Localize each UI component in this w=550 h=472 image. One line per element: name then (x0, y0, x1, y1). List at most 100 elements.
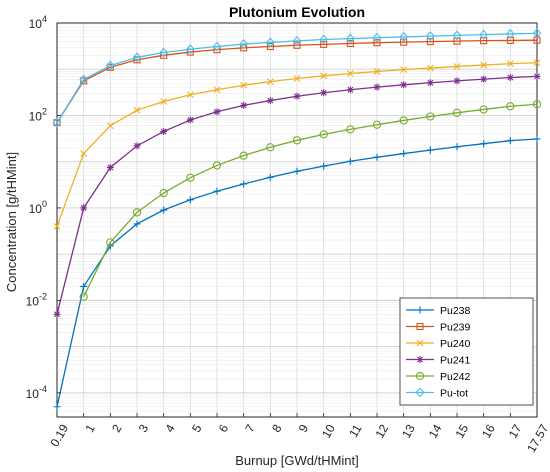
data-point-pu242 (319, 130, 328, 139)
legend-marker-pu-tot (415, 387, 425, 398)
data-point-pu242 (106, 238, 115, 247)
data-point-pu242 (372, 120, 382, 129)
series-line-pu242 (83, 103, 538, 297)
data-point-pu238 (400, 150, 408, 158)
data-point-pu242 (212, 161, 222, 170)
data-point-pu239 (426, 38, 434, 46)
data-point-pu239 (266, 42, 274, 51)
legend-label-pu242: Pu242 (440, 371, 471, 383)
data-point-pu241 (320, 89, 328, 97)
legend-marker-pu242 (415, 371, 425, 381)
series-pu-tot (52, 28, 542, 128)
data-point-pu240 (80, 150, 88, 157)
data-point-pu240 (186, 91, 194, 99)
data-point-pu239 (373, 39, 381, 47)
data-point-pu241 (480, 75, 488, 83)
data-point-pu242 (239, 151, 248, 160)
series-pu241 (53, 72, 541, 318)
data-point-pu240 (533, 59, 541, 67)
data-point-pu241 (133, 142, 141, 150)
data-point-pu-tot (506, 28, 515, 39)
data-point-pu241 (293, 92, 301, 100)
data-point-pu-tot (239, 39, 248, 50)
data-point-pu239 (453, 37, 461, 45)
data-point-pu238 (133, 220, 141, 228)
legend: Pu238 Pu239 Pu240 Pu241 Pu242 Pu-tot (399, 297, 534, 406)
data-point-pu-tot (532, 28, 542, 39)
data-point-pu-tot (52, 117, 62, 128)
series-pu242 (79, 100, 542, 301)
chart-title: Plutonium Evolution (229, 4, 365, 20)
legend-label-pu241: Pu241 (440, 355, 471, 367)
series-pu238 (53, 135, 541, 411)
legend-marker-pu240 (416, 339, 424, 347)
data-point-pu241 (106, 163, 114, 171)
data-point-pu242 (79, 292, 88, 301)
data-point-pu-tot (452, 30, 462, 41)
legend-marker-pu239 (416, 322, 424, 331)
data-point-pu-tot (266, 37, 275, 48)
data-point-pu240 (240, 81, 248, 89)
legend-item-pu239: Pu239 (406, 322, 471, 334)
y-tick-label: 100 (29, 199, 47, 216)
data-point-pu240 (53, 222, 61, 230)
data-point-pu-tot (106, 60, 115, 71)
data-point-pu239 (240, 44, 248, 52)
data-point-pu242 (292, 136, 302, 145)
data-point-pu241 (426, 79, 434, 87)
data-point-pu238 (53, 403, 61, 411)
data-point-pu242 (346, 125, 355, 134)
data-point-pu-tot (186, 44, 195, 55)
x-tick-label: 17 (506, 422, 525, 441)
legend-item-pu-tot: Pu-tot (406, 387, 468, 400)
data-point-pu242 (426, 112, 435, 121)
series-line-pu-tot (56, 32, 538, 123)
data-point-pu241 (453, 77, 461, 85)
data-point-pu238 (213, 187, 221, 195)
data-point-pu241 (186, 116, 194, 124)
data-point-pu239 (320, 40, 328, 48)
data-point-pu238 (80, 282, 88, 290)
y-tick-label: 102 (29, 106, 47, 123)
data-point-pu241 (506, 74, 514, 82)
x-tick-label: 13 (399, 422, 418, 441)
data-point-pu241 (80, 204, 88, 212)
data-point-pu239 (480, 37, 488, 45)
data-point-pu239 (293, 41, 301, 49)
y-tick-label: 104 (29, 14, 47, 31)
legend-marker-pu241 (416, 356, 424, 363)
data-point-pu241 (346, 86, 354, 94)
data-point-pu238 (533, 135, 541, 143)
legend-box (399, 297, 534, 406)
data-point-pu240 (346, 70, 354, 77)
series-layer (52, 28, 542, 411)
data-point-pu238 (426, 146, 434, 154)
data-point-pu238 (293, 167, 301, 175)
x-axis-label: Burnup [GWd/tHMint] (235, 453, 359, 468)
legend-item-pu238: Pu238 (406, 305, 471, 317)
data-point-pu240 (480, 61, 488, 69)
data-point-pu242 (399, 116, 408, 125)
data-point-pu241 (400, 81, 408, 89)
data-point-pu240 (400, 66, 408, 74)
data-point-pu241 (373, 83, 381, 91)
data-point-pu242 (506, 102, 515, 111)
legend-label-pu240: Pu240 (440, 338, 471, 350)
series-pu240 (53, 59, 541, 230)
y-tick-label: 10-4 (26, 384, 47, 401)
legend-item-pu240: Pu240 (406, 338, 471, 350)
data-point-pu240 (320, 72, 328, 80)
data-point-pu238 (506, 137, 514, 145)
data-point-pu241 (266, 97, 274, 105)
data-point-pu-tot (79, 74, 88, 85)
legend-marker-pu238 (416, 306, 424, 314)
x-tick-label: 15 (452, 422, 471, 441)
data-point-pu240 (506, 60, 514, 68)
data-point-pu-tot (132, 52, 142, 63)
data-point-pu239 (400, 38, 408, 46)
data-point-pu240 (293, 75, 301, 82)
data-point-pu238 (480, 140, 488, 148)
data-point-pu241 (160, 127, 168, 135)
data-point-pu240 (133, 106, 141, 114)
